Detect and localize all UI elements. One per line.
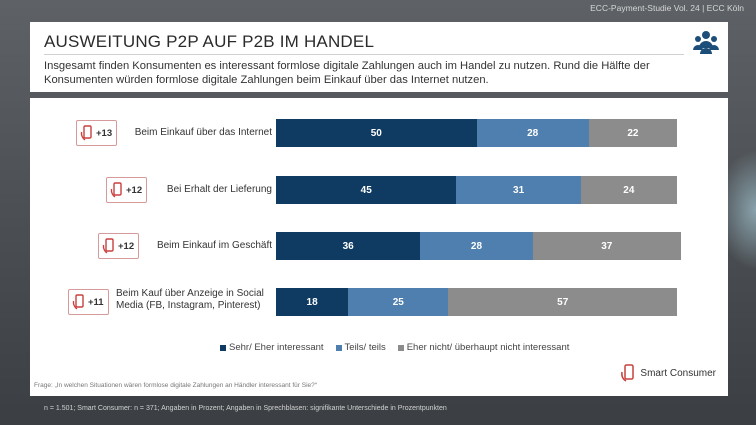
sample-note: n = 1.501; Smart Consumer: n = 371; Anga… [44, 405, 447, 412]
badge-value: +12 [126, 184, 143, 196]
top-credit: ECC-Payment-Studie Vol. 24 | ECC Köln [590, 3, 744, 13]
legend-label: Teils/ teils [344, 342, 386, 353]
legend-swatch [335, 344, 342, 351]
difference-badge: +13 [76, 120, 118, 146]
bar-segment: 28 [476, 119, 589, 147]
header-card: AUSWEITUNG P2P AUF P2B IM HANDEL Insgesa… [30, 22, 728, 92]
category-label: Beim Einkauf im Geschäft [156, 240, 272, 251]
phone-hand-icon [621, 364, 635, 382]
bar-segment: 57 [448, 288, 677, 316]
category-label: Beim Kauf über Anzeige in Social Media (… [116, 288, 264, 311]
phone-hand-icon [72, 294, 84, 310]
bar-segment: 25 [348, 288, 449, 316]
legend-item: Sehr/ Eher interessant [220, 342, 324, 353]
phone-hand-icon [80, 125, 92, 141]
chart-card: Sehr/ Eher interessant Teils/ teils Eher n… [30, 98, 728, 396]
bar-segment: 45 [276, 176, 457, 204]
difference-badge: +12 [98, 233, 140, 259]
legend-item: Eher nicht/ überhaupt nicht interessant [397, 342, 570, 353]
legend-label: Eher nicht/ überhaupt nicht interessant [406, 342, 570, 353]
title-divider [44, 54, 684, 55]
bar-segment: 18 [276, 288, 349, 316]
smart-consumer-logo: Smart Consumer [620, 364, 716, 382]
page-title: AUSWEITUNG P2P AUF P2B IM HANDEL [44, 32, 375, 51]
bar-segment: 37 [532, 232, 681, 260]
category-label: Bei Erhalt der Lieferung [166, 184, 272, 195]
difference-badge: +11 [68, 289, 109, 315]
people-group-icon [693, 31, 719, 54]
logo-text: Smart Consumer [640, 367, 716, 379]
difference-badge: +12 [106, 177, 148, 203]
bar-segment: 28 [420, 232, 533, 260]
phone-hand-icon [102, 238, 114, 254]
bar-segment: 50 [276, 119, 477, 147]
badge-value: +12 [118, 240, 135, 252]
legend-swatch [220, 344, 226, 351]
question-note: Frage: „In welchen Situationen wären for… [34, 382, 317, 389]
legend-label: Sehr/ Eher interessant [229, 342, 324, 353]
bar-segment: 22 [588, 119, 677, 147]
category-label: Beim Einkauf über das Internet [134, 127, 272, 138]
badge-value: +13 [96, 127, 113, 139]
legend-item: Teils/ teils [335, 342, 386, 353]
legend-swatch [397, 344, 404, 351]
bar-segment: 31 [456, 176, 581, 204]
bar-segment: 36 [276, 232, 421, 260]
page-subtitle: Insgesamt finden Konsumenten es interess… [44, 60, 650, 86]
bar-segment: 24 [580, 176, 677, 204]
chart-legend: Sehr/ Eher interessant Teils/ teils Eher n… [220, 342, 569, 353]
phone-hand-icon [110, 182, 122, 198]
badge-value: +11 [88, 296, 104, 308]
